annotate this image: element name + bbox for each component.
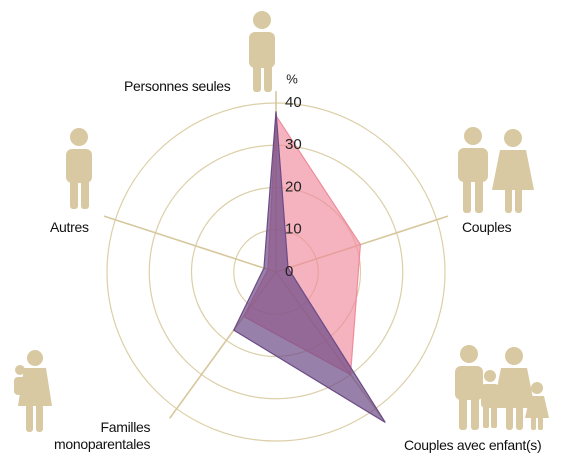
icons	[14, 11, 549, 432]
r-tick-label: 0	[285, 263, 293, 280]
series-area	[233, 111, 386, 423]
unit-label: %	[286, 71, 298, 86]
category-label: Couples	[462, 219, 512, 235]
r-tick-label: 40	[285, 94, 302, 111]
category-label: Familles monoparentales	[54, 419, 151, 452]
category-label: Personnes seules	[124, 78, 231, 94]
r-tick-label: 20	[285, 178, 302, 195]
r-tick-label: 10	[285, 221, 302, 238]
category-label: Couples avec enfant(s)	[404, 437, 542, 453]
category-label: Autres	[50, 219, 89, 235]
r-tick-label: 30	[285, 136, 302, 153]
axis-line	[103, 215, 277, 273]
